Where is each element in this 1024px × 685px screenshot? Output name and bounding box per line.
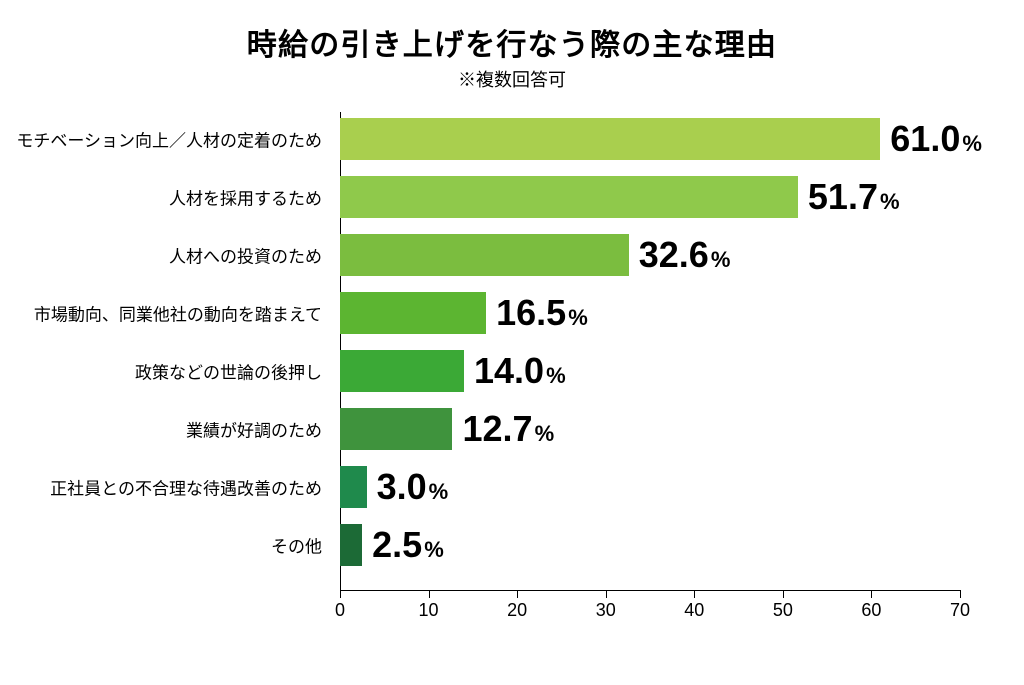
value-label: 61.0% bbox=[890, 118, 982, 160]
value-label: 51.7% bbox=[808, 176, 900, 218]
bar-row: 市場動向、同業他社の動向を踏まえて16.5% bbox=[340, 292, 960, 334]
bar bbox=[340, 292, 486, 334]
value-number: 2.5 bbox=[372, 524, 422, 566]
wage-increase-reasons-chart: 時給の引き上げを行なう際の主な理由 ※複数回答可 モチベーション向上／人材の定着… bbox=[0, 0, 1024, 685]
category-label: 正社員との不合理な待遇改善のため bbox=[2, 475, 340, 500]
x-tick-label: 60 bbox=[861, 600, 881, 621]
value-label: 12.7% bbox=[462, 408, 554, 450]
category-label: 市場動向、同業他社の動向を踏まえて bbox=[2, 301, 340, 326]
x-tick-label: 20 bbox=[507, 600, 527, 621]
value-label: 32.6% bbox=[639, 234, 731, 276]
value-label: 16.5% bbox=[496, 292, 588, 334]
value-number: 12.7 bbox=[462, 408, 532, 450]
category-label: モチベーション向上／人材の定着のため bbox=[2, 127, 340, 152]
bar-row: 正社員との不合理な待遇改善のため3.0% bbox=[340, 466, 960, 508]
plot-area: モチベーション向上／人材の定着のため61.0% 人材を採用するため51.7% 人材へ… bbox=[340, 112, 960, 614]
x-tick bbox=[340, 590, 341, 598]
bar bbox=[340, 524, 362, 566]
category-label: 業績が好調のため bbox=[2, 417, 340, 442]
bar bbox=[340, 176, 798, 218]
value-number: 14.0 bbox=[474, 350, 544, 392]
category-label: 人材を採用するため bbox=[2, 185, 340, 210]
x-tick-label: 30 bbox=[596, 600, 616, 621]
value-label: 2.5% bbox=[372, 524, 444, 566]
x-tick-label: 70 bbox=[950, 600, 970, 621]
x-tick bbox=[606, 590, 607, 598]
x-tick-label: 50 bbox=[773, 600, 793, 621]
bar bbox=[340, 234, 629, 276]
x-tick bbox=[783, 590, 784, 598]
x-tick bbox=[960, 590, 961, 598]
category-label: その他 bbox=[2, 533, 340, 558]
x-tick-label: 40 bbox=[684, 600, 704, 621]
x-tick bbox=[517, 590, 518, 598]
value-percent-suffix: % bbox=[962, 131, 982, 157]
category-label: 政策などの世論の後押し bbox=[2, 359, 340, 384]
value-percent-suffix: % bbox=[535, 421, 555, 447]
category-label: 人材への投資のため bbox=[2, 243, 340, 268]
chart-subtitle: ※複数回答可 bbox=[0, 66, 1024, 92]
value-number: 61.0 bbox=[890, 118, 960, 160]
value-number: 32.6 bbox=[639, 234, 709, 276]
x-tick bbox=[694, 590, 695, 598]
x-axis-line bbox=[340, 590, 960, 591]
value-label: 14.0% bbox=[474, 350, 566, 392]
bar-row: 業績が好調のため12.7% bbox=[340, 408, 960, 450]
bar-row: 人材への投資のため32.6% bbox=[340, 234, 960, 276]
value-number: 51.7 bbox=[808, 176, 878, 218]
value-percent-suffix: % bbox=[568, 305, 588, 331]
bar bbox=[340, 466, 367, 508]
x-tick bbox=[429, 590, 430, 598]
chart-title: 時給の引き上げを行なう際の主な理由 bbox=[0, 20, 1024, 64]
value-number: 3.0 bbox=[377, 466, 427, 508]
value-percent-suffix: % bbox=[424, 537, 444, 563]
x-tick bbox=[871, 590, 872, 598]
bar-row: 政策などの世論の後押し14.0% bbox=[340, 350, 960, 392]
bar bbox=[340, 118, 880, 160]
value-number: 16.5 bbox=[496, 292, 566, 334]
bar-row: 人材を採用するため51.7% bbox=[340, 176, 960, 218]
value-percent-suffix: % bbox=[429, 479, 449, 505]
value-percent-suffix: % bbox=[546, 363, 566, 389]
x-tick-label: 0 bbox=[335, 600, 345, 621]
value-label: 3.0% bbox=[377, 466, 449, 508]
bar bbox=[340, 408, 452, 450]
bar-row: その他2.5% bbox=[340, 524, 960, 566]
x-tick-label: 10 bbox=[419, 600, 439, 621]
bar bbox=[340, 350, 464, 392]
value-percent-suffix: % bbox=[711, 247, 731, 273]
bar-row: モチベーション向上／人材の定着のため61.0% bbox=[340, 118, 960, 160]
value-percent-suffix: % bbox=[880, 189, 900, 215]
